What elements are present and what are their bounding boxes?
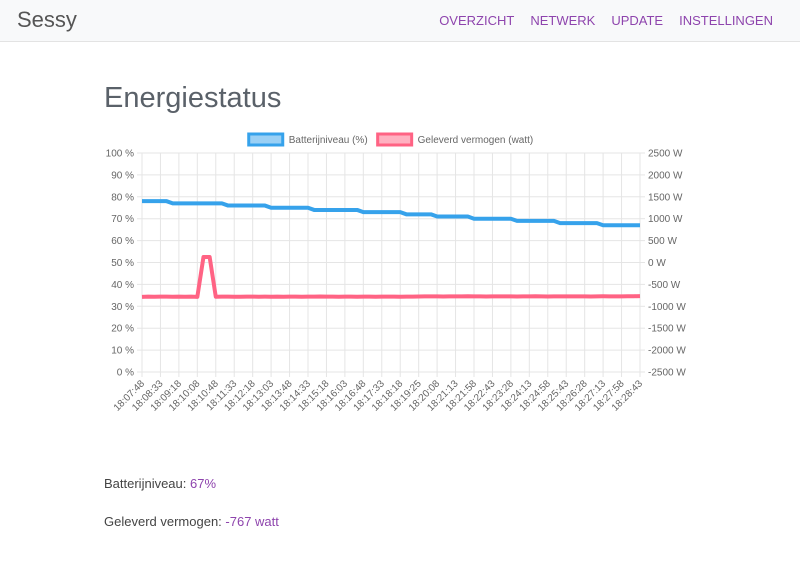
legend-label: Batterijniveau (%) (289, 135, 368, 146)
y2-tick-label: -2000 W (648, 346, 686, 357)
y-tick-label: 100 % (106, 149, 134, 160)
y2-tick-label: 1000 W (648, 214, 683, 225)
y2-tick-label: -1000 W (648, 302, 686, 313)
chart: 0 % 10 % 20 % 30 % 40 % 50 % 60 % 70 % 80 % 90 % 1… (106, 132, 686, 414)
status-value: 67% (190, 476, 217, 491)
navbar: Sessy OVERZICHT NETWERK UPDATE INSTELLINGEN (0, 0, 800, 42)
legend-swatch (247, 132, 285, 147)
y-tick-label: 90 % (111, 170, 134, 181)
status-value: -767 watt (225, 514, 279, 529)
y-tick-label: 10 % (111, 346, 134, 357)
y-tick-label: 0 % (117, 368, 134, 379)
y2-tick-label: 2000 W (648, 170, 683, 181)
y2-tick-label: 0 W (648, 258, 666, 269)
nav-links: OVERZICHT NETWERK UPDATE INSTELLINGEN (423, 13, 773, 28)
y2-tick-label: -500 W (648, 280, 681, 291)
series-line (142, 199, 640, 228)
heading: Energiestatus (104, 82, 282, 114)
status-label: Batterijniveau: (104, 476, 187, 491)
y-tick-label: 60 % (111, 236, 134, 247)
legend-swatch (376, 132, 414, 147)
brand[interactable]: Sessy (17, 7, 77, 32)
status-line: Geleverd vermogen: -767 watt (104, 514, 279, 529)
nav-link[interactable]: NETWERK (530, 13, 596, 28)
legend-label: Geleverd vermogen (watt) (418, 135, 534, 146)
y2-tick-label: 1500 W (648, 192, 683, 203)
series-line (141, 254, 641, 299)
status-label: Geleverd vermogen: (104, 514, 222, 529)
y-tick-label: 40 % (111, 280, 134, 291)
y-tick-label: 30 % (111, 302, 134, 313)
nav-link[interactable]: UPDATE (611, 13, 664, 28)
nav-link[interactable]: OVERZICHT (439, 13, 515, 28)
y2-tick-label: -2500 W (648, 368, 686, 379)
status-line: Batterijniveau: 67% (104, 476, 216, 491)
y2-tick-label: 2500 W (648, 149, 683, 160)
y-tick-label: 70 % (111, 214, 134, 225)
nav-link[interactable]: INSTELLINGEN (679, 13, 773, 28)
y-tick-label: 80 % (111, 192, 134, 203)
y2-tick-label: 500 W (648, 236, 677, 247)
y-tick-label: 20 % (111, 324, 134, 335)
y-tick-label: 50 % (111, 258, 134, 269)
y2-tick-label: -1500 W (648, 324, 686, 335)
